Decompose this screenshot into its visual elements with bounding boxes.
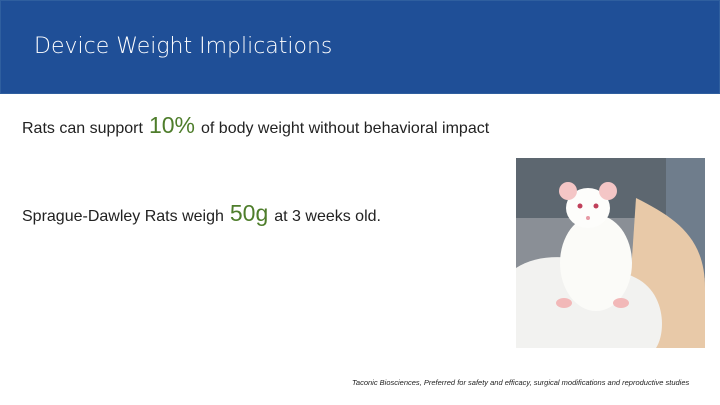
rat-eye (577, 203, 583, 209)
header-bar: Device Weight Implications (0, 0, 720, 94)
text: Rats can support (22, 120, 143, 137)
text: Sprague-Dawley Rats weigh (22, 208, 224, 225)
rat-foot (556, 298, 572, 308)
rat-body (560, 215, 632, 311)
caption: Taconic Biosciences, Preferred for safet… (352, 378, 690, 387)
text-line: Sprague-Dawley Rats weigh 50g at 3 weeks o… (22, 200, 381, 227)
rat-ear (599, 182, 617, 200)
rat-photo (516, 158, 705, 348)
rat-ear (559, 182, 577, 200)
rat-foot (613, 298, 629, 308)
text: at 3 weeks old. (274, 208, 381, 225)
text: of body weight without behavioral impact (201, 120, 490, 137)
highlight: 10% (148, 112, 195, 138)
rat-head (566, 188, 610, 228)
text-line: Rats can support 10% of body weight withou… (22, 112, 489, 139)
rat-nose (586, 216, 590, 220)
slide-title: Device Weight Implications (34, 34, 333, 59)
highlight: 50g (229, 200, 269, 226)
rat-eye (593, 203, 599, 209)
